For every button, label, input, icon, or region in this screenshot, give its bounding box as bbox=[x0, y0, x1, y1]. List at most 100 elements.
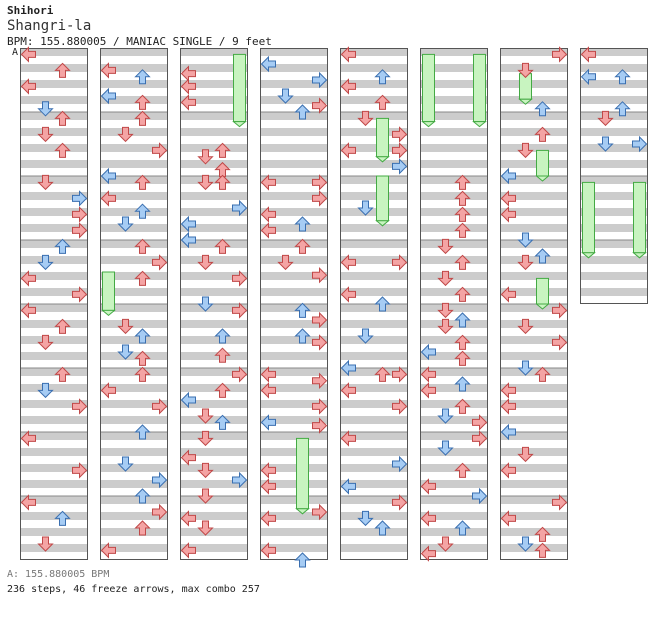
beat-band bbox=[260, 80, 328, 88]
beat-band bbox=[20, 432, 88, 440]
beat-band bbox=[100, 528, 168, 536]
beat-band bbox=[260, 544, 328, 552]
beat-band bbox=[100, 400, 168, 408]
freeze-tail bbox=[421, 121, 436, 128]
beat-band bbox=[340, 464, 408, 472]
beat-band bbox=[260, 160, 328, 168]
beat-band bbox=[180, 464, 248, 472]
beat-band bbox=[580, 128, 648, 136]
chart-column bbox=[500, 48, 568, 560]
beat-band bbox=[420, 176, 488, 184]
beat-band bbox=[420, 240, 488, 248]
beat-band bbox=[20, 128, 88, 136]
freeze-tail bbox=[375, 220, 390, 227]
beat-band bbox=[20, 240, 88, 248]
beat-band bbox=[340, 320, 408, 328]
beat-band bbox=[420, 480, 488, 488]
beat-band bbox=[340, 160, 408, 168]
beat-band bbox=[20, 192, 88, 200]
beat-band bbox=[500, 48, 568, 56]
beat-band bbox=[100, 80, 168, 88]
beat-band bbox=[260, 480, 328, 488]
beat-band bbox=[180, 448, 248, 456]
freeze-arrow bbox=[296, 437, 309, 510]
beat-band bbox=[260, 128, 328, 136]
beat-band bbox=[20, 64, 88, 72]
beat-band bbox=[100, 48, 168, 56]
beat-band bbox=[420, 432, 488, 440]
beat-band bbox=[20, 496, 88, 504]
beat-band bbox=[420, 352, 488, 360]
freeze-tail bbox=[472, 121, 487, 128]
beat-band bbox=[340, 288, 408, 296]
beat-band bbox=[20, 400, 88, 408]
beat-band bbox=[500, 192, 568, 200]
beat-band bbox=[340, 128, 408, 136]
beat-band bbox=[420, 544, 488, 552]
beat-band bbox=[260, 416, 328, 424]
beat-band bbox=[340, 528, 408, 536]
beat-band bbox=[20, 48, 88, 56]
beat-band bbox=[500, 368, 568, 376]
beat-band bbox=[340, 384, 408, 392]
beat-band bbox=[260, 528, 328, 536]
beat-band bbox=[100, 224, 168, 232]
beat-band bbox=[420, 144, 488, 152]
beat-band bbox=[100, 112, 168, 120]
beat-band bbox=[180, 400, 248, 408]
beat-band bbox=[180, 64, 248, 72]
bpm-legend: A: 155.880005 BPM bbox=[7, 569, 110, 580]
beat-band bbox=[20, 368, 88, 376]
beat-band bbox=[340, 416, 408, 424]
beat-band bbox=[100, 480, 168, 488]
freeze-tail bbox=[535, 175, 550, 182]
beat-band bbox=[20, 416, 88, 424]
freeze-arrow bbox=[536, 149, 549, 177]
beat-band bbox=[180, 272, 248, 280]
beat-band bbox=[180, 176, 248, 184]
beat-band bbox=[500, 176, 568, 184]
beat-band bbox=[420, 48, 488, 56]
beat-band bbox=[100, 448, 168, 456]
beat-band bbox=[20, 304, 88, 312]
beat-band bbox=[340, 352, 408, 360]
beat-band bbox=[580, 96, 648, 104]
beat-band bbox=[260, 384, 328, 392]
beat-band bbox=[340, 256, 408, 264]
freeze-arrow bbox=[633, 181, 646, 254]
beat-band bbox=[500, 432, 568, 440]
beat-band bbox=[100, 352, 168, 360]
freeze-tail bbox=[295, 508, 310, 515]
beat-band bbox=[260, 176, 328, 184]
bpm-marker: A bbox=[12, 47, 19, 58]
beat-band bbox=[420, 224, 488, 232]
beat-band bbox=[100, 256, 168, 264]
beat-band bbox=[260, 208, 328, 216]
freeze-tail bbox=[535, 303, 550, 310]
beat-band bbox=[340, 96, 408, 104]
beat-band bbox=[420, 192, 488, 200]
freeze-arrow bbox=[376, 175, 389, 222]
beat-band bbox=[20, 480, 88, 488]
beat-band bbox=[420, 400, 488, 408]
beat-band bbox=[100, 272, 168, 280]
column-border bbox=[500, 48, 568, 560]
beat-band bbox=[580, 144, 648, 152]
song-title: Shangri-la bbox=[7, 18, 92, 34]
beat-band bbox=[180, 304, 248, 312]
beat-band bbox=[180, 480, 248, 488]
beat-band bbox=[20, 176, 88, 184]
beat-band bbox=[260, 352, 328, 360]
beat-band bbox=[340, 480, 408, 488]
beat-band bbox=[20, 112, 88, 120]
beat-band bbox=[580, 176, 648, 184]
beat-band bbox=[500, 208, 568, 216]
beat-band bbox=[180, 416, 248, 424]
beat-band bbox=[180, 144, 248, 152]
column-border bbox=[100, 48, 168, 560]
beat-band bbox=[500, 160, 568, 168]
beat-band bbox=[500, 64, 568, 72]
chart-stats: 236 steps, 46 freeze arrows, max combo 2… bbox=[7, 584, 260, 595]
beat-band bbox=[340, 336, 408, 344]
beat-band bbox=[580, 192, 648, 200]
